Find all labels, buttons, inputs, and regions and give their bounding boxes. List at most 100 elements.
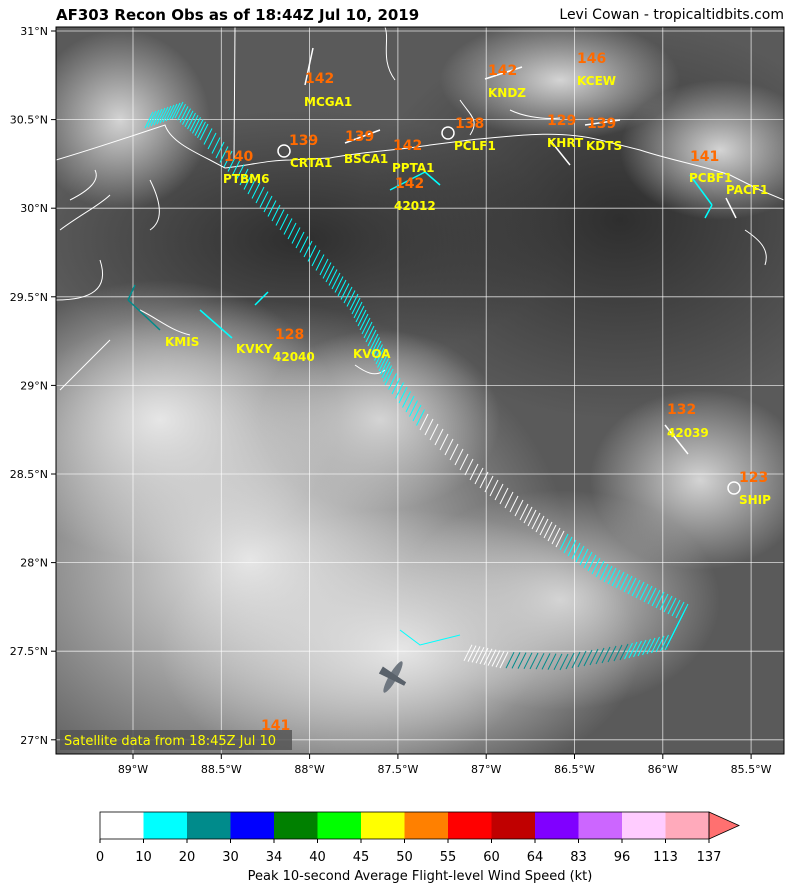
track-barb: [255, 186, 265, 204]
station-id: PTBM6: [223, 172, 269, 186]
track-barb: [357, 309, 367, 327]
track-barb: [381, 361, 391, 379]
track-barb: [671, 599, 681, 617]
track-barb: [547, 653, 557, 670]
track-barb: [303, 240, 313, 258]
lon-tick-label: 88.5°W: [201, 763, 242, 776]
track-barb: [647, 587, 657, 605]
track-barb: [334, 276, 344, 293]
station-value: 132: [667, 402, 696, 418]
track-barb: [637, 639, 647, 657]
track-barb: [150, 109, 160, 127]
lon-tick-label: 88°W: [294, 763, 324, 776]
track-barb: [559, 653, 569, 671]
station-id: PCLF1: [454, 139, 496, 153]
lon-tick-label: 89°W: [118, 763, 148, 776]
track-barb: [424, 418, 434, 436]
track-barb: [189, 114, 199, 132]
track-barb: [611, 569, 621, 587]
track-barb: [469, 463, 479, 481]
colorbar-tick-label: 0: [96, 850, 104, 865]
track-barb: [642, 638, 651, 656]
station-id: KMIS: [165, 335, 199, 349]
track-barb: [464, 458, 474, 476]
track-barb: [619, 573, 629, 591]
track-barb: [555, 530, 565, 548]
track-barb: [577, 650, 587, 668]
track-barb: [144, 111, 154, 129]
track-barb: [439, 433, 449, 451]
station-barb: [127, 284, 136, 301]
track-barb: [247, 177, 257, 195]
track-barb: [615, 571, 625, 589]
track-barb: [353, 301, 363, 319]
track-barb: [509, 495, 519, 513]
colorbar-segment: [100, 812, 144, 839]
track-barb: [631, 579, 641, 597]
track-barb: [527, 509, 537, 527]
track-barb: [567, 539, 577, 557]
track-barb: [449, 443, 459, 461]
track-barb: [367, 329, 377, 347]
station-barb: [725, 197, 737, 219]
track-barb: [601, 646, 611, 664]
track-barb: [156, 107, 166, 125]
track-barb: [541, 653, 551, 670]
track-barb: [383, 365, 392, 382]
lat-tick-label: 30°N: [20, 202, 48, 215]
track-barb: [623, 575, 633, 593]
track-barb: [639, 583, 649, 601]
lon-tick-label: 87.5°W: [377, 763, 418, 776]
track-barb: [331, 272, 341, 290]
track-barb: [643, 585, 653, 603]
track-barb: [571, 542, 581, 560]
track-barb: [275, 209, 285, 226]
station-barb: [584, 119, 621, 126]
track-barb: [363, 321, 373, 339]
track-barb: [340, 283, 350, 300]
station-value: 128: [275, 327, 304, 343]
track-barb: [203, 128, 213, 145]
colorbar-segment: [404, 812, 448, 839]
station-barb: [484, 66, 523, 80]
track-barb: [504, 491, 514, 509]
track-barb: [551, 527, 561, 545]
track-barb: [628, 641, 638, 659]
track-barb: [355, 305, 365, 323]
track-barb: [474, 467, 484, 485]
station-id: KNDZ: [488, 86, 526, 100]
colorbar-tick-label: 40: [309, 850, 326, 865]
track-barb: [194, 119, 204, 136]
track-barb: [434, 428, 444, 446]
station-value: 142: [305, 71, 334, 87]
station-id: BSCA1: [344, 152, 388, 166]
track-barb: [655, 635, 665, 653]
track-barb: [613, 644, 623, 662]
sat-note-box: [60, 730, 292, 750]
track-barb: [499, 487, 509, 505]
station-value: 142: [395, 176, 424, 192]
track-barb: [192, 117, 201, 134]
track-barb: [667, 597, 677, 615]
colorbar-tick-label: 20: [179, 850, 196, 865]
track-barb: [479, 647, 489, 665]
station-value: 138: [455, 116, 484, 132]
colorbar-tick-label: 45: [353, 850, 370, 865]
track-barb: [351, 297, 361, 315]
track-barb: [664, 633, 674, 651]
track-barb: [675, 601, 685, 619]
track-barb: [635, 581, 645, 599]
track-barb: [295, 231, 305, 249]
track-barb: [659, 593, 669, 611]
station-barb: [304, 47, 314, 86]
credit-text: Levi Cowan - tropicaltidbits.com: [559, 7, 784, 23]
colorbar-tick-label: 96: [614, 850, 631, 865]
track-barb: [287, 222, 297, 240]
axes: 89°W 88.5°W 88°W 87.5°W 87°W 86.5°W 86°W 85.5°W…: [10, 25, 772, 776]
track-barb: [547, 524, 557, 542]
track-barb: [159, 106, 169, 124]
track-barb: [471, 646, 481, 663]
track-barb: [267, 200, 277, 217]
station-circle: [727, 481, 741, 495]
